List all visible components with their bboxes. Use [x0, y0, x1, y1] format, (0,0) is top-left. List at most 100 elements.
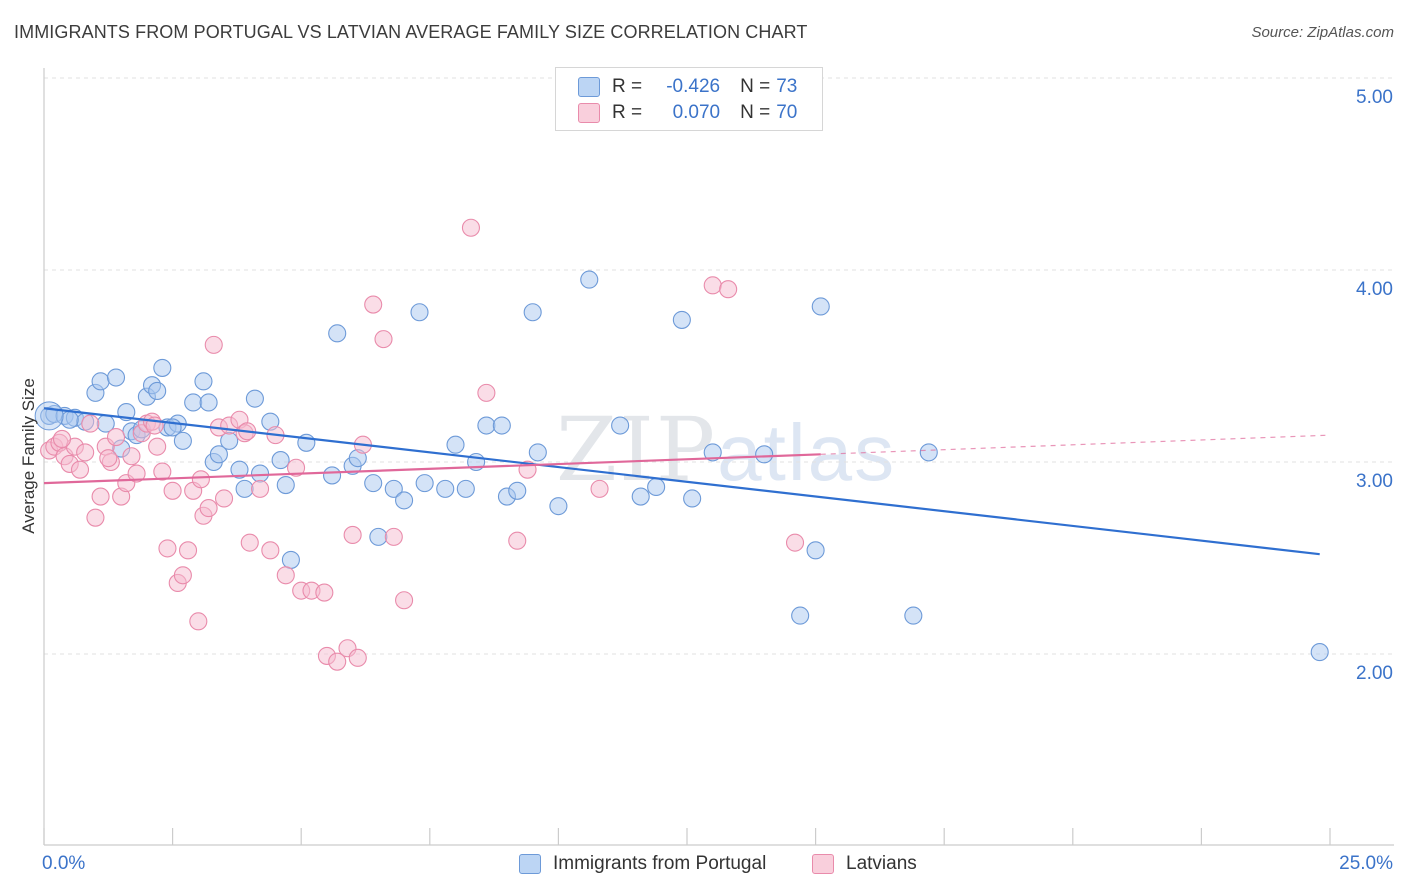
point-portugal — [276, 475, 295, 495]
y-axis-label: Average Family Size — [19, 378, 38, 534]
point-latvian — [52, 429, 72, 449]
point-latvian — [703, 276, 722, 295]
point-portugal — [611, 416, 630, 435]
point-portugal — [250, 464, 270, 483]
point-portugal — [395, 491, 414, 510]
point-latvian — [276, 566, 295, 585]
point-latvian — [178, 541, 198, 560]
grid-lines — [44, 77, 1394, 655]
point-latvian — [127, 464, 146, 483]
legend-n-value: 73 — [776, 76, 798, 97]
legend-r-label: R = — [612, 102, 643, 123]
point-portugal — [91, 372, 110, 391]
point-portugal — [323, 466, 342, 485]
point-latvian — [250, 479, 270, 498]
y-tick-label: 2.00 — [1356, 663, 1393, 684]
bottom-legend-swatch-latvians — [812, 854, 834, 874]
bottom-legend-swatch-portugal — [519, 854, 541, 874]
point-latvian — [261, 541, 280, 560]
bottom-legend-portugal: Immigrants from Portugal — [519, 851, 766, 877]
point-latvian — [590, 479, 609, 498]
point-latvian — [91, 487, 110, 506]
x-tick-label: 0.0% — [42, 853, 85, 874]
bottom-legend-label-portugal: Immigrants from Portugal — [553, 853, 767, 874]
point-portugal — [106, 368, 126, 387]
point-latvian — [364, 295, 383, 314]
point-portugal — [384, 479, 403, 498]
point-latvian — [384, 527, 403, 546]
y-tick-label: 4.00 — [1356, 279, 1393, 300]
source-label: Source: ZipAtlas.com — [1251, 24, 1394, 41]
point-portugal — [173, 431, 192, 450]
point-latvian — [785, 533, 805, 552]
point-portugal — [153, 358, 172, 377]
point-portugal — [148, 381, 167, 401]
point-latvian — [508, 531, 527, 550]
point-portugal — [410, 303, 429, 322]
point-portugal — [791, 606, 810, 625]
point-latvian — [99, 449, 118, 468]
legend-r-value: -0.426 — [666, 76, 721, 97]
point-portugal — [235, 479, 254, 498]
point-portugal — [369, 527, 388, 546]
point-latvian — [719, 280, 738, 299]
point-portugal — [755, 445, 774, 464]
point-portugal — [456, 479, 475, 498]
point-portugal — [34, 401, 64, 431]
point-latvian — [158, 539, 177, 558]
point-latvian — [240, 533, 259, 552]
y-tick-label: 3.00 — [1356, 471, 1393, 492]
legend-row-portugal: R = -0.426 N = 73 — [578, 75, 797, 99]
x-tick-label: 25.0% — [1339, 853, 1393, 874]
trend-line-latvians-extension — [820, 434, 1331, 455]
point-portugal — [672, 310, 691, 329]
point-latvian — [173, 566, 192, 585]
point-latvian — [287, 458, 306, 477]
point-latvian — [395, 591, 414, 610]
point-latvian — [76, 443, 95, 462]
point-latvian — [191, 470, 210, 489]
series-latvians — [40, 218, 805, 671]
point-latvian — [477, 383, 496, 402]
point-latvian — [163, 481, 182, 500]
point-latvian — [374, 330, 393, 349]
correlation-legend: R = -0.426 N = 73 R = 0.070 N = 70 — [555, 67, 823, 131]
legend-r-label: R = — [612, 76, 643, 97]
point-portugal — [549, 497, 568, 516]
legend-n-value: 70 — [776, 102, 798, 123]
point-latvian — [461, 218, 481, 237]
point-latvian — [148, 437, 167, 456]
point-portugal — [904, 606, 923, 625]
trend-line-latvians — [43, 453, 821, 485]
point-portugal — [683, 489, 702, 508]
point-portugal — [580, 270, 599, 289]
bottom-legend-label-latvians: Latvians — [846, 853, 917, 874]
point-portugal — [415, 474, 434, 493]
point-portugal — [631, 487, 650, 506]
point-portugal — [508, 481, 527, 500]
y-tick-label: 5.00 — [1356, 87, 1393, 108]
point-portugal — [477, 416, 496, 435]
point-portugal — [1310, 643, 1329, 662]
point-latvian — [106, 427, 126, 447]
legend-row-latvians: R = 0.070 N = 70 — [578, 101, 797, 125]
point-portugal — [281, 550, 300, 569]
trend-lines — [43, 407, 1331, 556]
legend-swatch-latvians — [578, 103, 600, 123]
point-portugal — [199, 393, 218, 412]
point-latvian — [315, 583, 334, 602]
point-portugal — [271, 451, 290, 470]
point-portugal — [245, 389, 264, 408]
point-latvian — [153, 462, 172, 481]
point-latvian — [81, 414, 100, 433]
tick-labels: 2.00 3.00 4.00 5.00 0.0% 25.0% Average Family … — [19, 87, 1393, 874]
bottom-legend-latvians: Latvians — [812, 851, 917, 877]
point-portugal — [230, 460, 249, 479]
point-latvian — [204, 335, 223, 354]
point-latvian — [199, 499, 218, 518]
point-portugal — [209, 445, 228, 464]
point-portugal — [811, 297, 830, 316]
point-latvian — [328, 652, 347, 671]
legend-n-label: N = — [740, 76, 771, 97]
